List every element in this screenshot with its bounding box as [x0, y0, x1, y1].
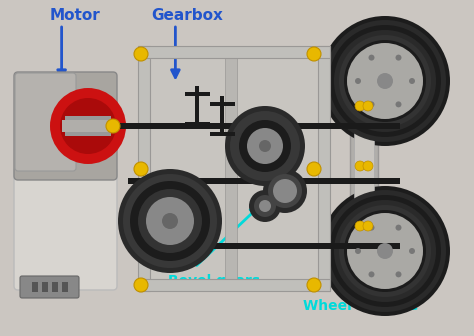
- Circle shape: [347, 213, 423, 289]
- Bar: [185, 92, 210, 96]
- Circle shape: [347, 43, 423, 119]
- Circle shape: [368, 55, 374, 60]
- Bar: [354, 115, 374, 221]
- Bar: [128, 123, 400, 129]
- Circle shape: [146, 197, 194, 245]
- Bar: [350, 110, 378, 226]
- Text: Motor: Motor: [50, 8, 100, 23]
- Circle shape: [395, 55, 401, 60]
- Circle shape: [118, 169, 222, 273]
- Bar: [113, 123, 143, 129]
- Circle shape: [324, 20, 446, 142]
- Circle shape: [134, 278, 148, 292]
- Bar: [42, 282, 48, 292]
- Circle shape: [225, 106, 305, 186]
- Bar: [210, 132, 235, 136]
- Bar: [210, 102, 235, 106]
- Circle shape: [409, 78, 415, 84]
- Circle shape: [249, 190, 281, 222]
- Circle shape: [230, 111, 300, 181]
- Circle shape: [355, 101, 365, 111]
- Circle shape: [239, 120, 291, 172]
- Circle shape: [320, 16, 450, 146]
- FancyBboxPatch shape: [20, 276, 79, 298]
- Bar: [62, 282, 68, 292]
- Circle shape: [329, 25, 441, 137]
- FancyBboxPatch shape: [14, 167, 117, 290]
- Bar: [138, 46, 330, 58]
- Circle shape: [307, 162, 321, 176]
- Circle shape: [355, 221, 365, 231]
- Circle shape: [368, 271, 374, 278]
- Circle shape: [263, 169, 307, 213]
- Bar: [225, 58, 237, 279]
- Circle shape: [344, 40, 426, 122]
- Circle shape: [395, 271, 401, 278]
- Circle shape: [355, 248, 361, 254]
- Circle shape: [106, 119, 120, 133]
- Circle shape: [259, 200, 271, 212]
- Circle shape: [339, 205, 431, 297]
- FancyBboxPatch shape: [14, 72, 117, 180]
- Circle shape: [60, 98, 116, 154]
- Circle shape: [320, 186, 450, 316]
- Circle shape: [268, 174, 302, 208]
- Bar: [138, 46, 150, 291]
- Circle shape: [344, 210, 426, 292]
- Bar: [62, 120, 114, 132]
- Bar: [318, 46, 330, 291]
- Circle shape: [409, 248, 415, 254]
- Circle shape: [130, 181, 210, 261]
- Circle shape: [377, 73, 393, 89]
- Text: Wheel and tire: Wheel and tire: [303, 299, 419, 313]
- Circle shape: [254, 195, 276, 217]
- Bar: [195, 86, 199, 126]
- Circle shape: [334, 200, 436, 302]
- Bar: [220, 96, 224, 136]
- Bar: [32, 282, 38, 292]
- Circle shape: [368, 225, 374, 230]
- Circle shape: [307, 47, 321, 61]
- Text: Gearbox: Gearbox: [152, 8, 224, 23]
- Bar: [138, 46, 330, 291]
- Circle shape: [339, 35, 431, 127]
- Circle shape: [138, 189, 202, 253]
- Circle shape: [329, 195, 441, 307]
- Bar: [128, 243, 400, 249]
- Bar: [52, 282, 58, 292]
- Circle shape: [50, 88, 126, 164]
- Circle shape: [363, 161, 373, 171]
- Bar: [185, 122, 210, 126]
- Circle shape: [355, 161, 365, 171]
- Circle shape: [259, 140, 271, 152]
- Circle shape: [324, 190, 446, 312]
- Circle shape: [123, 174, 217, 268]
- Bar: [138, 279, 330, 291]
- Circle shape: [363, 221, 373, 231]
- Circle shape: [334, 30, 436, 132]
- Circle shape: [377, 243, 393, 259]
- Circle shape: [134, 162, 148, 176]
- FancyBboxPatch shape: [15, 73, 76, 171]
- Circle shape: [162, 213, 178, 229]
- Bar: [65, 132, 111, 136]
- Circle shape: [273, 179, 297, 203]
- Circle shape: [395, 101, 401, 108]
- Bar: [128, 178, 400, 184]
- Circle shape: [134, 47, 148, 61]
- Circle shape: [363, 101, 373, 111]
- Circle shape: [247, 128, 283, 164]
- Circle shape: [368, 101, 374, 108]
- Text: Bevel gears: Bevel gears: [168, 274, 260, 288]
- Circle shape: [355, 78, 361, 84]
- Bar: [65, 116, 111, 120]
- Circle shape: [307, 278, 321, 292]
- Circle shape: [395, 225, 401, 230]
